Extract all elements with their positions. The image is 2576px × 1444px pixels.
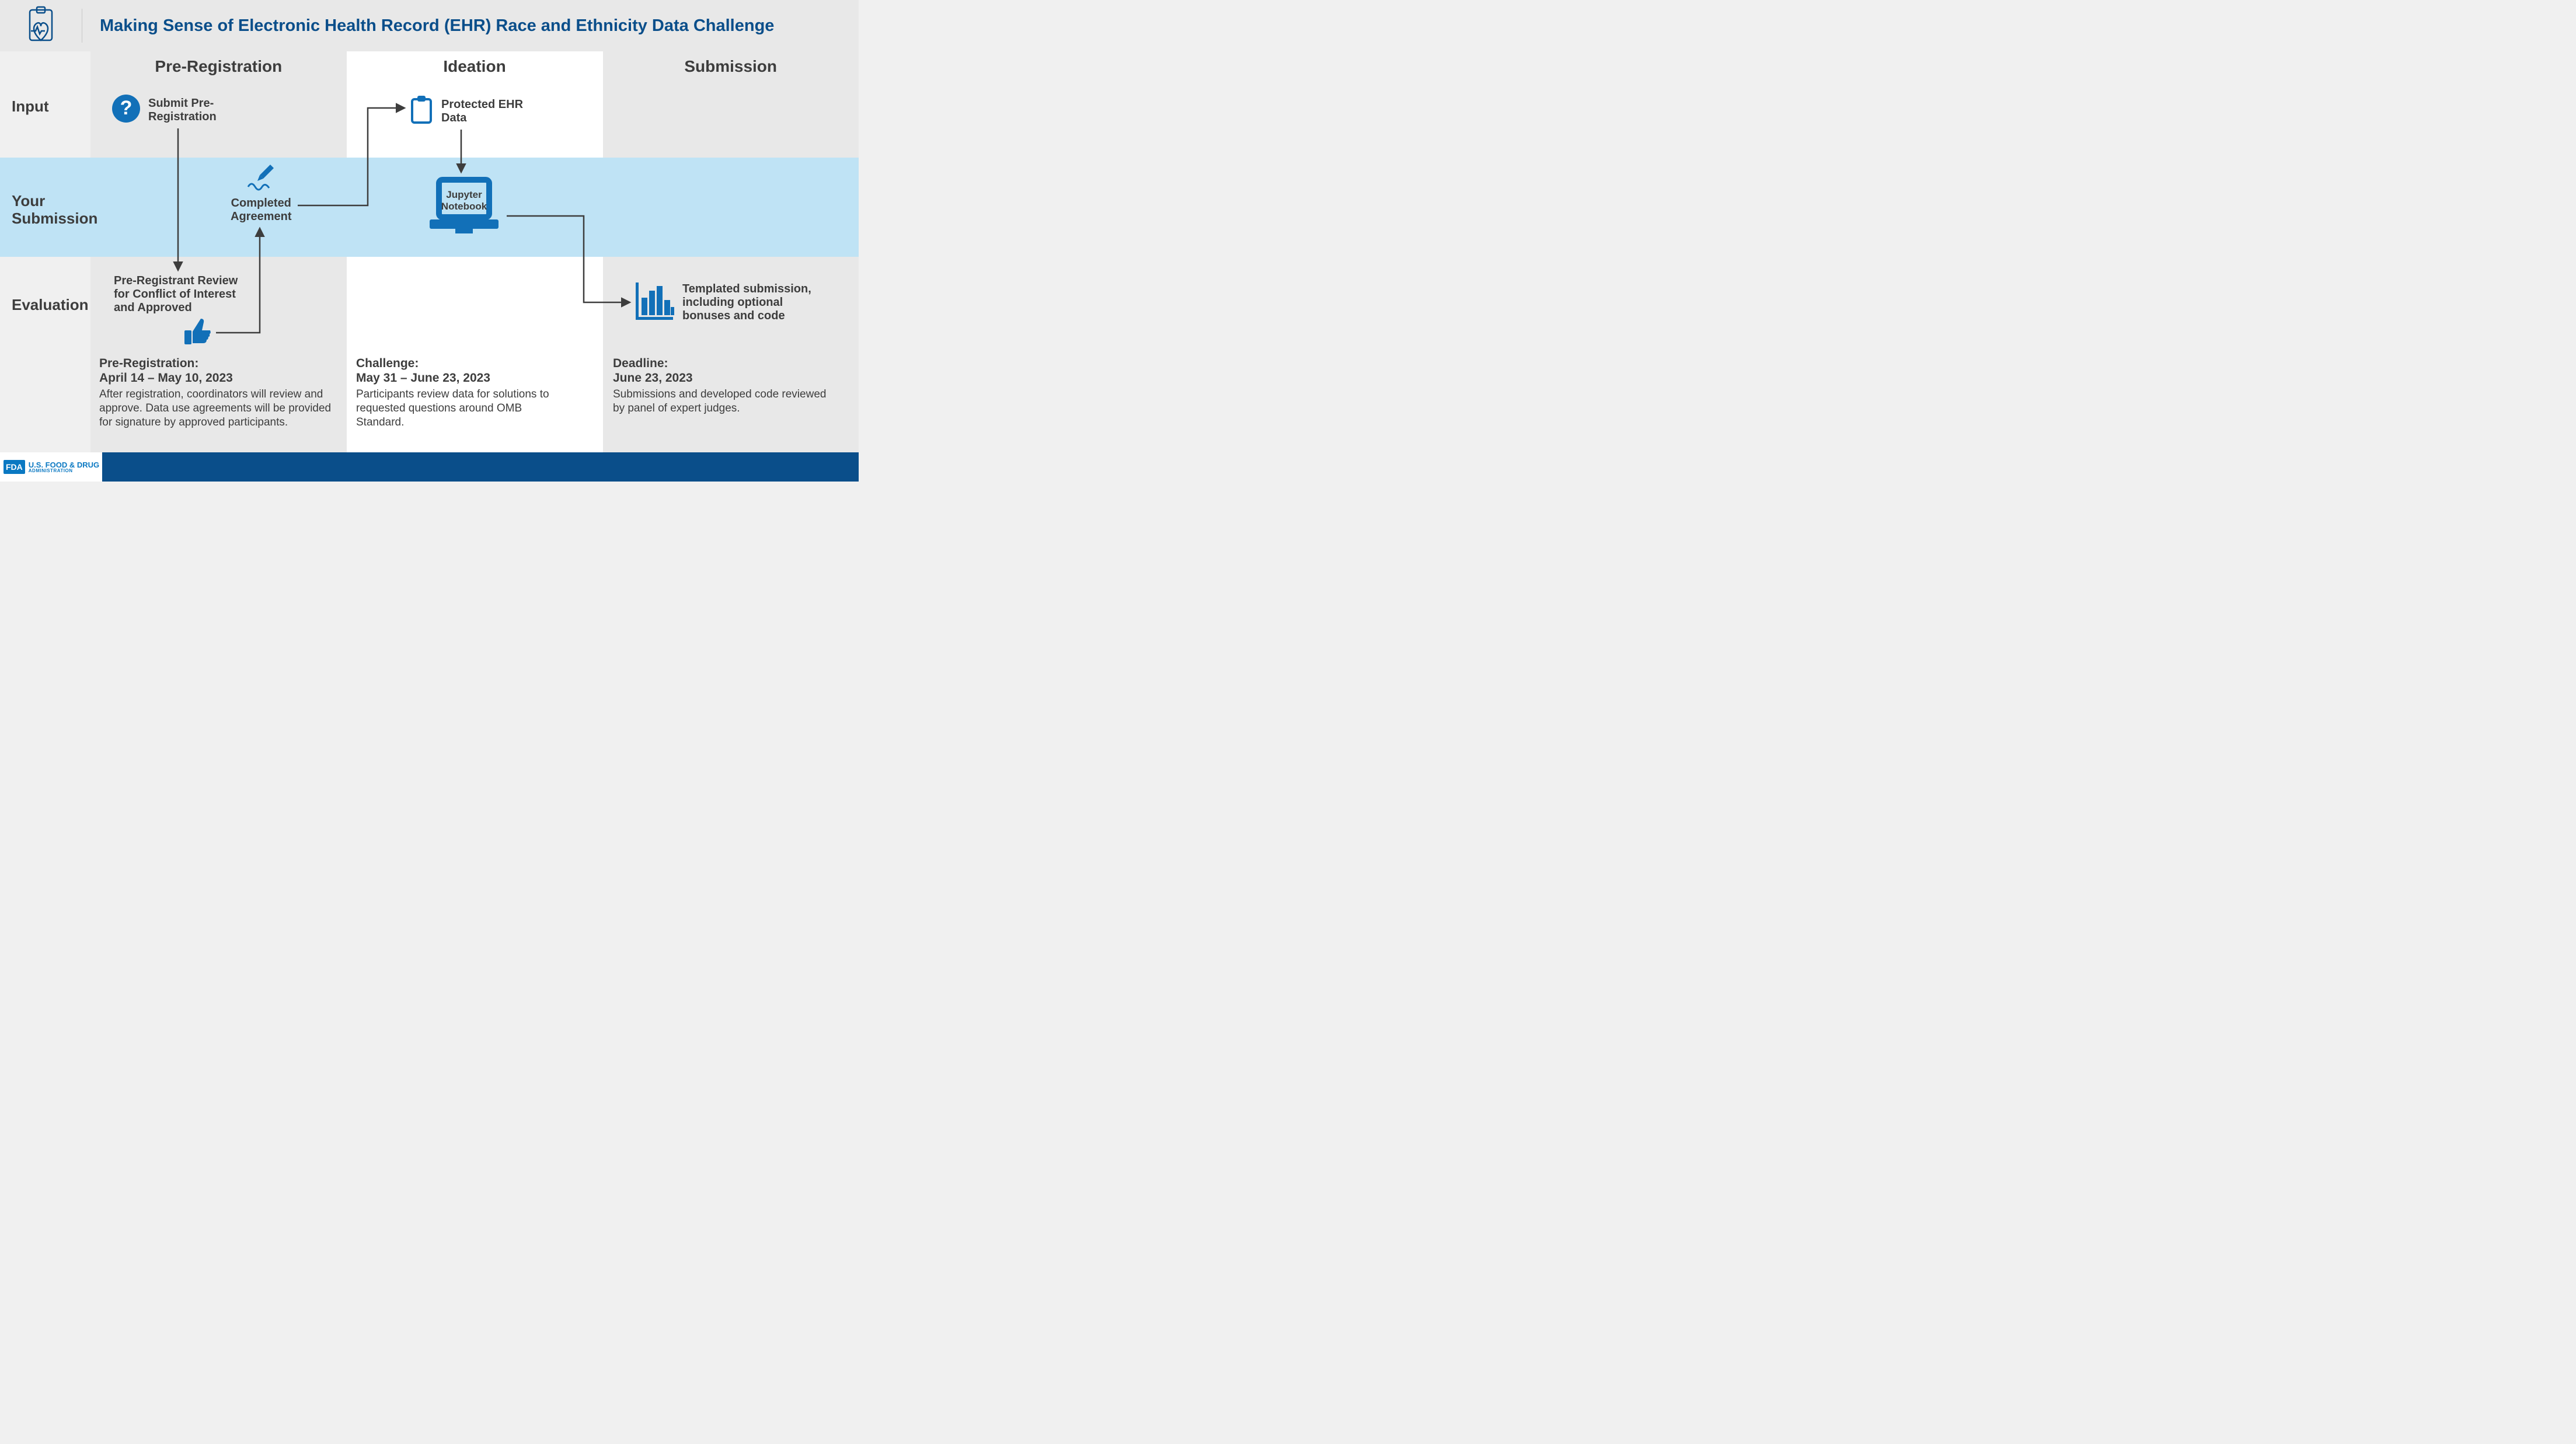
svg-text:?: ? [120, 97, 133, 119]
fda-footer-bar [0, 452, 859, 482]
desc-prereg-head2: April 14 – May 10, 2023 [99, 371, 233, 385]
clipboard-heart-ecg-icon [0, 5, 82, 46]
row-label-your: Your [12, 192, 45, 210]
desc-prereg-head1: Pre-Registration: [99, 357, 198, 370]
node-protected-ehr-label: Protected EHR Data [441, 98, 523, 125]
row-label-your-submission: Your Submission [12, 193, 97, 228]
desc-ideation-body: Participants review data for solutions t… [356, 388, 572, 429]
thumbs-up-icon [181, 315, 214, 351]
desc-prereg-body: After registration, coordinators will re… [99, 388, 333, 429]
node-completed-agreement-label: Completed Agreement [231, 197, 291, 224]
fda-logo-block: FDA U.S. FOOD & DRUG ADMINISTRATION [0, 452, 102, 482]
node-submit-prereg-label: Submit Pre- Registration [148, 97, 217, 124]
col-header-ideation: Ideation [347, 51, 603, 82]
node-completed-agreement: Completed Agreement [231, 163, 291, 224]
desc-submission-head1: Deadline: [613, 357, 668, 370]
row-label-input: Input [12, 98, 49, 116]
node-jupyter: Jupyter Notebook [426, 175, 502, 242]
fda-line2: ADMINISTRATION [29, 469, 99, 473]
fda-text: U.S. FOOD & DRUG ADMINISTRATION [29, 461, 99, 473]
laptop-jupyter-icon: Jupyter Notebook [426, 175, 502, 242]
clipboard-icon [409, 93, 434, 129]
pen-signature-icon [243, 163, 278, 194]
node-jupyter-label: Jupyter Notebook [426, 189, 502, 212]
question-icon: ? [111, 93, 141, 127]
desc-submission: Deadline: June 23, 2023 Submissions and … [613, 356, 829, 416]
row-label-submission: Submission [12, 210, 97, 227]
node-prereg-review: Pre-Registrant Review for Conflict of In… [114, 274, 238, 315]
node-templated-submission: Templated submission, including optional… [633, 280, 811, 325]
desc-prereg: Pre-Registration: April 14 – May 10, 202… [99, 356, 333, 430]
fda-badge: FDA [4, 460, 25, 474]
node-protected-ehr: Protected EHR Data [409, 93, 523, 129]
col-header-submission: Submission [602, 51, 859, 82]
col-header-prereg: Pre-Registration [90, 51, 347, 82]
desc-ideation-head2: May 31 – June 23, 2023 [356, 371, 490, 385]
desc-ideation: Challenge: May 31 – June 23, 2023 Partic… [356, 356, 572, 430]
desc-submission-body: Submissions and developed code reviewed … [613, 388, 829, 416]
column-headers-row: Pre-Registration Ideation Submission [0, 51, 859, 82]
node-submit-prereg: ? Submit Pre- Registration [111, 93, 217, 127]
bar-chart-icon [633, 280, 675, 325]
desc-ideation-head1: Challenge: [356, 357, 419, 370]
desc-submission-head2: June 23, 2023 [613, 371, 693, 385]
node-prereg-review-label: Pre-Registrant Review for Conflict of In… [114, 274, 238, 315]
page-title: Making Sense of Electronic Health Record… [100, 16, 774, 36]
node-templated-label: Templated submission, including optional… [682, 282, 811, 323]
header-band: Making Sense of Electronic Health Record… [0, 0, 859, 51]
row-label-evaluation: Evaluation [12, 297, 88, 314]
